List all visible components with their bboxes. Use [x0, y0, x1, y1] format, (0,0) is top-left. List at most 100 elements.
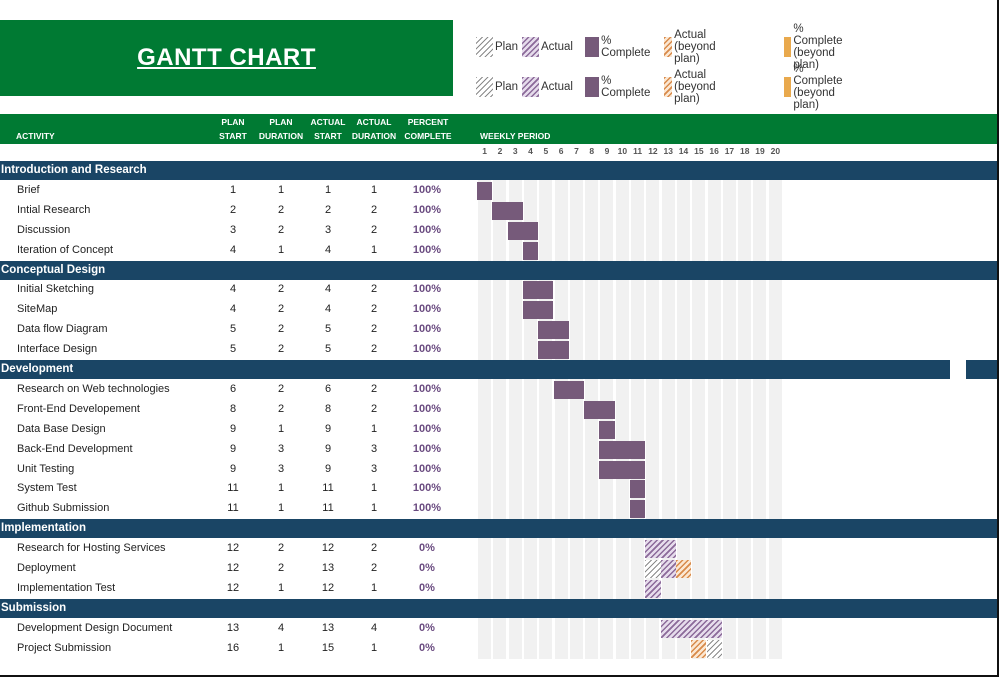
percent-complete-value: 100% [412, 243, 442, 256]
task-name: Brief [17, 183, 40, 196]
week-number: 18 [740, 146, 750, 156]
percent-complete-header: PERCENT COMPLETE [404, 117, 452, 141]
plan-duration-value: 1 [277, 482, 285, 495]
plan-duration-value: 1 [277, 641, 285, 654]
actual-duration-value: 1 [370, 482, 378, 495]
plan-duration-value: 2 [277, 382, 285, 395]
actual-start-value: 4 [324, 243, 332, 256]
week-number: 19 [755, 146, 765, 156]
actual-duration-value: 2 [370, 382, 378, 395]
plan-duration-value: 2 [277, 542, 285, 555]
plan-start-value: 9 [229, 422, 237, 435]
task-name: Research for Hosting Services [17, 542, 166, 555]
week-grid-column [615, 161, 629, 659]
plan-bar [706, 639, 722, 658]
plan-duration-value: 3 [277, 442, 285, 455]
plan-start-value: 9 [229, 442, 237, 455]
plan-start-value: 5 [229, 343, 237, 356]
plan-start-value: 1 [229, 183, 237, 196]
task-name: Front-End Developement [17, 402, 140, 415]
plan-start-value: 12 [226, 581, 240, 594]
task-name: Interface Design [17, 343, 98, 356]
week-grid-column [478, 161, 491, 659]
section-band [0, 598, 997, 618]
legend-label: Plan [495, 81, 519, 93]
progress-bar [599, 440, 646, 459]
actual-duration-value: 2 [370, 323, 378, 336]
week-grid-column [768, 161, 782, 659]
percent-complete-value: 0% [419, 562, 435, 574]
legend-label: % Complete (beyond plan) [793, 23, 843, 71]
page-title: GANTT CHART [137, 44, 316, 71]
legend-item: Plan [476, 77, 518, 97]
week-number: 16 [709, 146, 719, 156]
week-grid-column [722, 161, 736, 659]
actual-start-value: 4 [324, 283, 332, 296]
plan-duration-value: 2 [277, 223, 285, 236]
actual-start-value: 9 [324, 462, 332, 475]
legend-label: Plan [495, 41, 519, 53]
plan-duration-value: 2 [277, 203, 285, 216]
progress-bar [492, 201, 523, 220]
legend-item: Actual (beyond plan) [664, 69, 725, 105]
progress-bar [522, 281, 554, 300]
plan-start-value: 2 [229, 203, 237, 216]
percent-complete-icon [585, 77, 600, 97]
beyond-plan-hatch-icon [664, 77, 673, 97]
plan-duration-value: 4 [277, 621, 285, 634]
percent-complete-value: 100% [412, 183, 442, 196]
percent-complete-icon [585, 37, 600, 57]
progress-bar [538, 321, 569, 340]
plan-start-value: 9 [229, 462, 237, 475]
actual-bar [660, 619, 722, 638]
actual-beyond-plan-bar [675, 560, 692, 578]
progress-bar [630, 500, 646, 519]
week-number: 11 [633, 146, 643, 156]
percent-complete-value: 100% [412, 422, 442, 435]
actual-duration-value: 1 [370, 581, 378, 594]
plan-start-value: 4 [229, 243, 237, 256]
percent-complete-beyond-icon [784, 77, 792, 97]
week-grid-column [554, 161, 568, 659]
actual-duration-value: 1 [370, 502, 378, 515]
actual-bar [645, 540, 676, 559]
actual-bar [660, 560, 676, 578]
plan-duration-value: 1 [277, 183, 285, 196]
week-number: 12 [648, 146, 658, 156]
plan-duration-value: 2 [277, 402, 285, 415]
plan-start-value: 4 [229, 303, 237, 316]
percent-complete-value: 100% [412, 203, 442, 216]
weekly-period-header: WEEKLY PERIOD [480, 131, 551, 141]
actual-start-value: 5 [324, 343, 332, 356]
legend-label: Actual [541, 41, 573, 53]
section-band [0, 161, 997, 180]
plan-start-value: 11 [227, 502, 239, 515]
progress-bar [507, 221, 539, 240]
percent-complete-value: 100% [412, 502, 442, 515]
task-name: Development Design Document [17, 621, 173, 634]
legend-label: Actual (beyond plan) [674, 69, 716, 105]
percent-complete-value: 0% [419, 621, 435, 634]
actual-bar [645, 579, 661, 598]
week-number: 7 [574, 146, 579, 156]
section-band [0, 519, 997, 539]
progress-bar [538, 341, 569, 360]
actual-duration-value: 1 [370, 183, 378, 196]
percent-complete-value: 100% [412, 283, 442, 296]
column-header-bar: ACTIVITY PLAN START PLAN DURATION ACTUAL ST… [0, 114, 997, 144]
percent-complete-value: 100% [412, 382, 442, 395]
sheet-border-bottom [0, 675, 999, 677]
actual-duration-value: 1 [370, 422, 378, 435]
actual-start-value: 11 [322, 482, 334, 495]
legend-item: % Complete (beyond plan) [784, 63, 852, 111]
actual-start-value: 2 [324, 203, 332, 216]
plan-duration-value: 2 [277, 323, 285, 336]
percent-complete-value: 100% [412, 462, 442, 475]
actual-start-value: 9 [324, 422, 332, 435]
legend-label: Actual (beyond plan) [674, 29, 716, 65]
legend-label: Actual [541, 81, 573, 93]
progress-bar [522, 301, 554, 320]
actual-duration-value: 2 [370, 343, 378, 356]
plan-start-value: 16 [226, 641, 240, 654]
